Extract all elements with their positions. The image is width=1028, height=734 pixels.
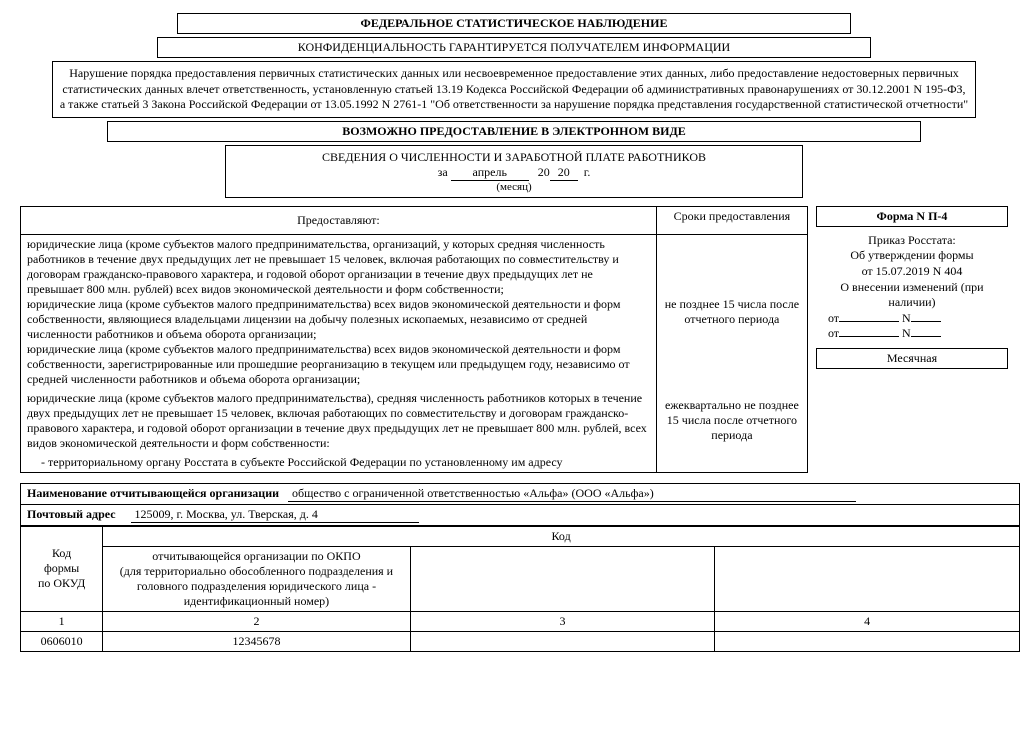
provide-col1-header: Предоставляют: (21, 206, 657, 234)
provide-row1-deadline: не позднее 15 числа после отчетного пери… (656, 234, 807, 389)
code4-value (715, 631, 1020, 651)
form-label: Форма N П-4 (816, 206, 1008, 227)
electronic-box: ВОЗМОЖНО ПРЕДОСТАВЛЕНИЕ В ЭЛЕКТРОННОМ ВИ… (107, 121, 921, 142)
confidentiality-box: КОНФИДЕНЦИАЛЬНОСТЬ ГАРАНТИРУЕТСЯ ПОЛУЧАТ… (157, 37, 871, 58)
org-addr-label: Почтовый адрес (27, 507, 116, 521)
code-table: Код формы по ОКУД Код отчитывающейся орг… (20, 526, 1020, 652)
provide-footer: - территориальному органу Росстата в суб… (21, 453, 657, 473)
provide-row1b: юридические лица (кроме субъектов малого… (27, 297, 650, 342)
col-num-4: 4 (715, 611, 1020, 631)
code3-value (410, 631, 715, 651)
period-box: Месячная (816, 348, 1008, 369)
side-column: Форма N П-4 Приказ Росстата: Об утвержде… (816, 206, 1008, 473)
code-header: Код (103, 526, 1020, 546)
col-num-1: 1 (21, 611, 103, 631)
side-approval: Приказ Росстата: Об утверждении формы от… (816, 233, 1008, 342)
col-num-2: 2 (103, 611, 411, 631)
org-name-label: Наименование отчитывающейся организации (27, 486, 279, 500)
year-value: 20 (550, 165, 578, 181)
sved-title: СВЕДЕНИЯ О ЧИСЛЕННОСТИ И ЗАРАБОТНОЙ ПЛАТ… (234, 150, 794, 165)
provide-row2-deadline: ежеквартально не позднее 15 числа после … (656, 389, 807, 453)
sved-box: СВЕДЕНИЯ О ЧИСЛЕННОСТИ И ЗАРАБОТНОЙ ПЛАТ… (225, 145, 803, 198)
provide-table: Предоставляют: Сроки предоставления юрид… (20, 206, 808, 473)
provide-row2: юридические лица (кроме субъектов малого… (27, 391, 650, 451)
warning-box: Нарушение порядка предоставления первичн… (52, 61, 976, 118)
col-num-3: 3 (410, 611, 715, 631)
month-value: апрель (451, 165, 529, 181)
okpo-value: 12345678 (103, 631, 411, 651)
org-addr-value: 125009, г. Москва, ул. Тверская, д. 4 (131, 507, 419, 523)
okud-value: 0606010 (21, 631, 103, 651)
provide-row1c: юридические лица (кроме субъектов малого… (27, 342, 650, 387)
provide-row1: юридические лица (кроме субъектов малого… (27, 237, 650, 297)
org-name-value: общество с ограниченной ответственностью… (288, 486, 856, 502)
org-table: Наименование отчитывающейся организации … (20, 483, 1020, 526)
month-label: (месяц) (234, 181, 794, 193)
header-title: ФЕДЕРАЛЬНОЕ СТАТИСТИЧЕСКОЕ НАБЛЮДЕНИЕ (177, 13, 851, 34)
provide-col2-header: Сроки предоставления (656, 206, 807, 234)
period-line: за апрель 2020 г. (234, 165, 794, 181)
